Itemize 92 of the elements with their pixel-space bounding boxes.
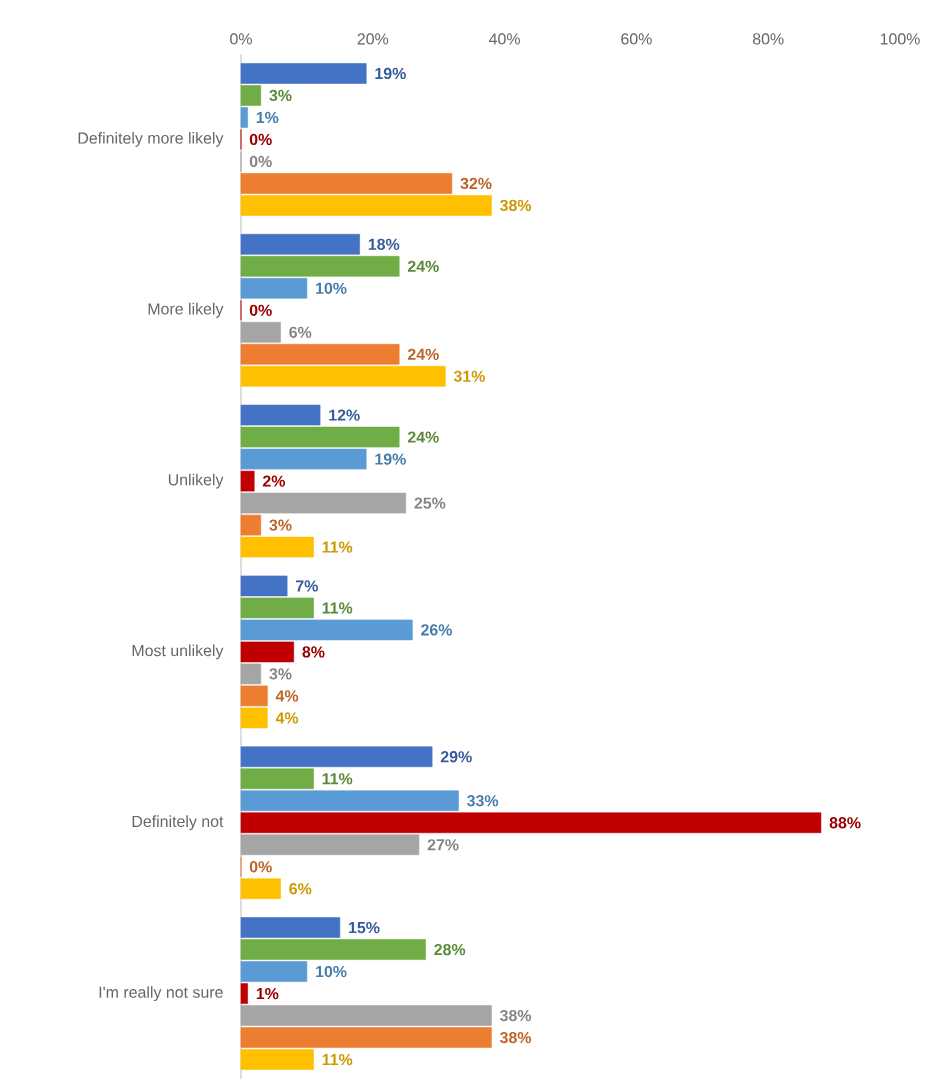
bar bbox=[240, 878, 281, 900]
bar bbox=[240, 233, 360, 255]
data-label: 32% bbox=[460, 177, 492, 190]
y-tick-label: Most unlikely bbox=[132, 644, 224, 660]
bar bbox=[240, 961, 308, 982]
bar bbox=[240, 641, 295, 663]
x-tick-label: 60% bbox=[621, 33, 652, 45]
bar bbox=[240, 917, 341, 938]
bar bbox=[240, 426, 400, 448]
data-label: 0% bbox=[249, 861, 272, 873]
data-label: 3% bbox=[269, 519, 292, 531]
data-label: 25% bbox=[414, 497, 446, 509]
data-label: 0% bbox=[249, 133, 272, 146]
bar bbox=[240, 685, 268, 707]
bar bbox=[240, 536, 314, 558]
bar bbox=[240, 1049, 314, 1070]
bar bbox=[240, 365, 446, 387]
data-label: 3% bbox=[269, 89, 292, 102]
data-label: 19% bbox=[375, 67, 406, 80]
data-label: 11% bbox=[322, 1053, 353, 1066]
bar bbox=[240, 63, 367, 84]
x-tick-label: 0% bbox=[230, 33, 252, 45]
x-tick-label: 100% bbox=[880, 33, 920, 45]
x-tick-label: 40% bbox=[489, 33, 520, 45]
data-label: 18% bbox=[368, 238, 400, 250]
bar bbox=[240, 707, 268, 729]
bar bbox=[240, 470, 255, 492]
data-label: 1% bbox=[256, 987, 279, 1000]
bar bbox=[240, 834, 420, 856]
x-tick-label: 80% bbox=[752, 33, 784, 45]
bar bbox=[240, 514, 262, 536]
data-label: 28% bbox=[434, 943, 466, 956]
data-label: 88% bbox=[829, 817, 861, 829]
bar bbox=[240, 195, 492, 216]
bar bbox=[240, 983, 248, 1004]
bar bbox=[240, 939, 426, 960]
bar bbox=[240, 321, 281, 343]
data-label: 0% bbox=[249, 304, 272, 316]
bar bbox=[240, 448, 367, 470]
data-label: 19% bbox=[375, 453, 406, 465]
data-label: 1% bbox=[256, 111, 279, 124]
bar bbox=[240, 404, 321, 426]
data-label: 6% bbox=[289, 326, 312, 338]
bar bbox=[240, 619, 413, 641]
data-label: 38% bbox=[499, 199, 532, 212]
data-label: 10% bbox=[316, 965, 347, 978]
bar bbox=[240, 597, 314, 619]
data-label: 11% bbox=[322, 602, 353, 614]
y-tick-label: I'm really not sure bbox=[99, 986, 223, 1002]
data-label: 11% bbox=[322, 773, 353, 785]
bar bbox=[240, 663, 262, 685]
y-tick-label: More likely bbox=[148, 302, 224, 318]
data-label: 15% bbox=[349, 921, 380, 934]
bar bbox=[240, 343, 400, 365]
data-label: 4% bbox=[275, 690, 299, 702]
data-label: 31% bbox=[453, 370, 485, 382]
bar bbox=[240, 277, 308, 299]
bar bbox=[240, 492, 407, 514]
data-label: 27% bbox=[427, 839, 459, 851]
data-label: 12% bbox=[329, 409, 360, 421]
bar bbox=[240, 746, 433, 768]
x-tick-label: 20% bbox=[357, 33, 389, 45]
bar bbox=[240, 790, 459, 812]
y-tick-label: Unlikely bbox=[168, 473, 224, 489]
bar bbox=[240, 107, 248, 128]
data-label: 0% bbox=[249, 155, 272, 168]
bar bbox=[240, 255, 400, 277]
data-label: 3% bbox=[269, 668, 292, 680]
data-label: 11% bbox=[322, 541, 353, 553]
bar bbox=[240, 575, 288, 597]
data-label: 33% bbox=[467, 795, 499, 807]
data-label: 2% bbox=[262, 475, 285, 487]
data-label: 8% bbox=[302, 646, 325, 658]
data-label: 7% bbox=[296, 580, 318, 592]
data-label: 26% bbox=[421, 624, 453, 636]
data-label: 24% bbox=[407, 348, 439, 360]
bar bbox=[240, 173, 453, 194]
data-label: 10% bbox=[316, 282, 347, 294]
data-label: 6% bbox=[289, 883, 312, 895]
data-label: 24% bbox=[407, 431, 439, 443]
bar bbox=[240, 812, 822, 834]
bar bbox=[240, 1005, 492, 1026]
bar bbox=[240, 768, 314, 790]
y-tick-label: Definitely more likely bbox=[78, 132, 224, 147]
data-label: 38% bbox=[499, 1031, 532, 1044]
data-label: 24% bbox=[407, 260, 439, 272]
y-tick-label: Definitely not bbox=[132, 815, 224, 831]
bar bbox=[240, 1027, 492, 1048]
data-label: 38% bbox=[499, 1009, 532, 1022]
data-label: 29% bbox=[440, 751, 472, 763]
data-label: 4% bbox=[275, 712, 299, 724]
bar bbox=[240, 85, 262, 106]
